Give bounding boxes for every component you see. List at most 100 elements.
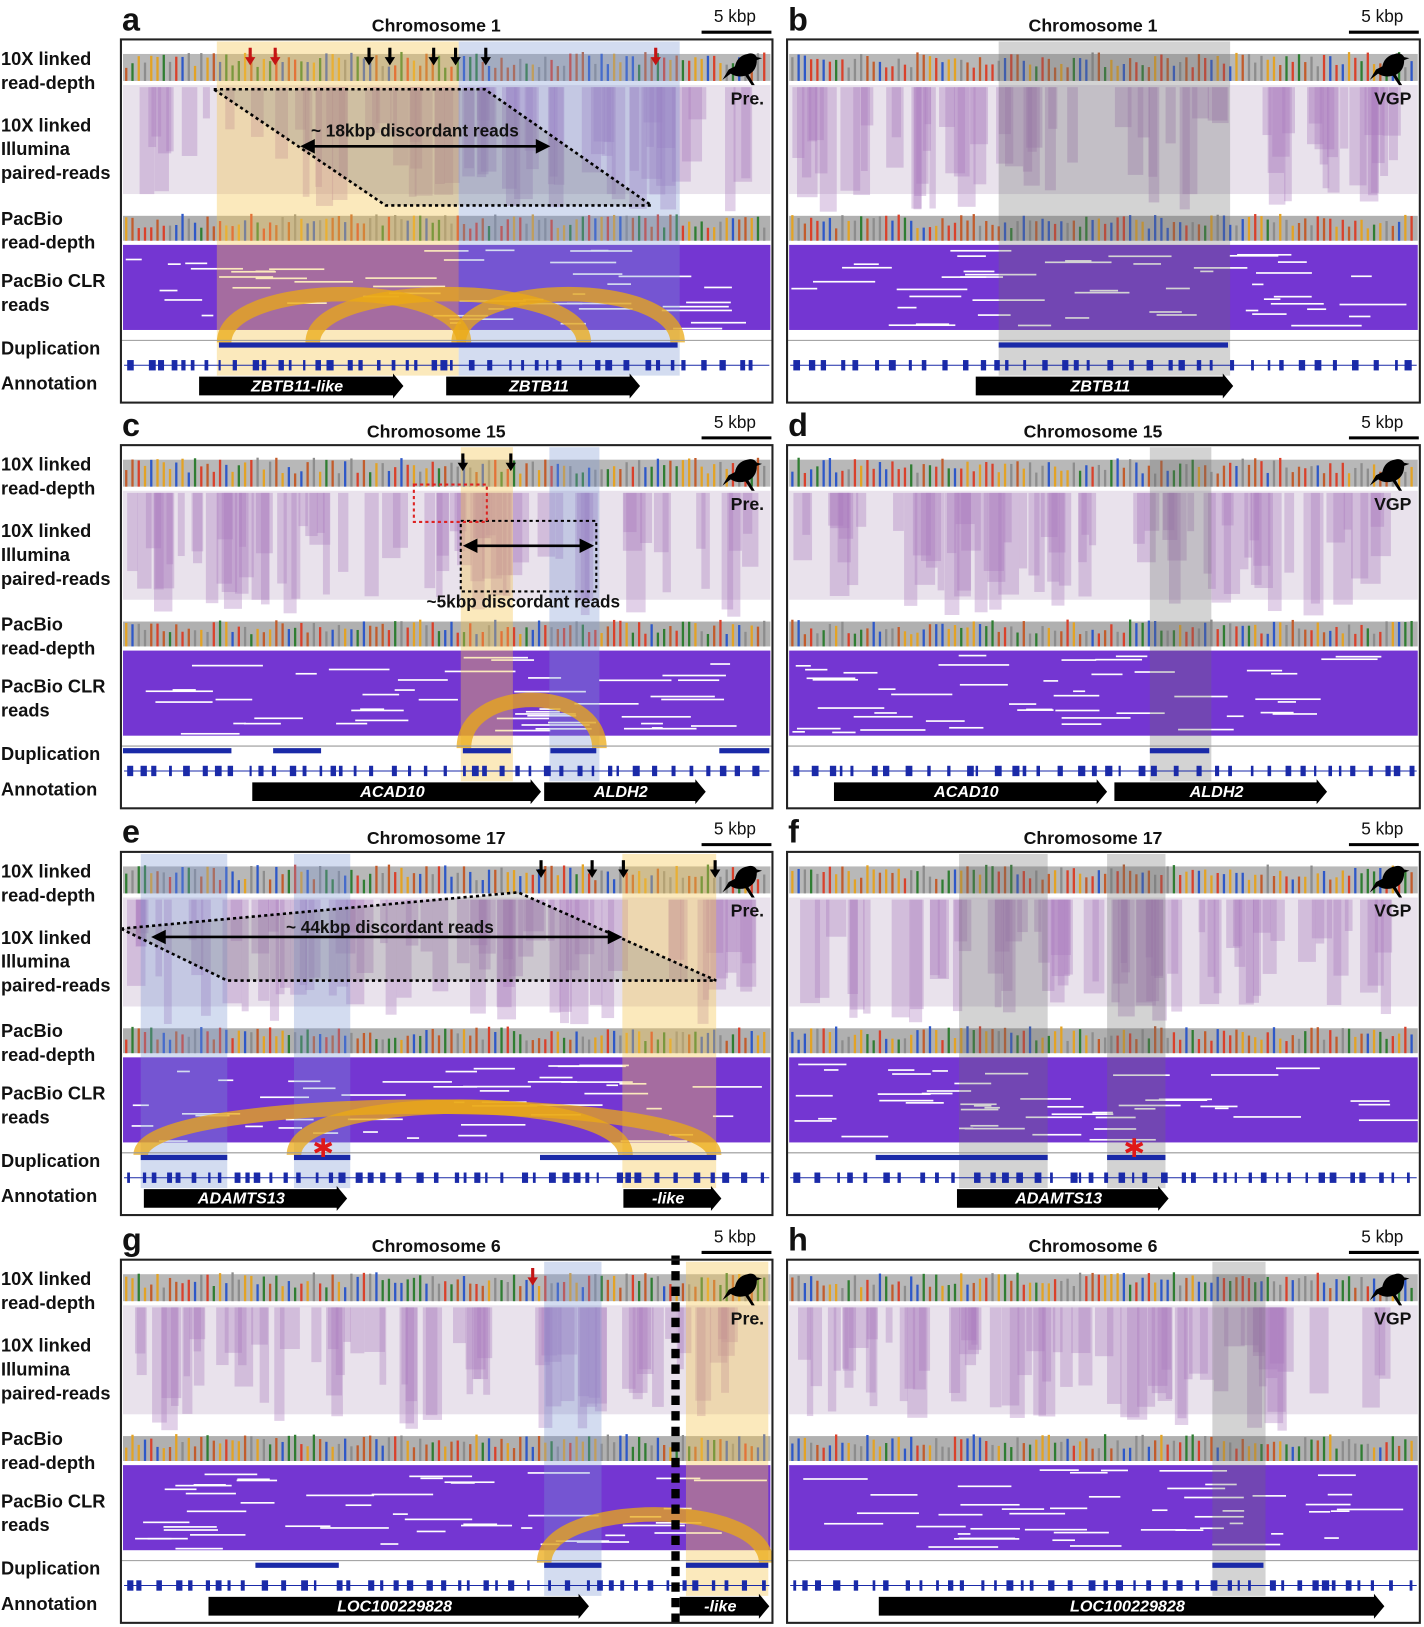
coverage-base (123, 1028, 771, 1054)
read-gap (877, 1093, 931, 1095)
coverage-bar (462, 224, 466, 241)
coverage-bar (681, 225, 685, 241)
coverage-bar (1341, 1028, 1344, 1054)
read-column (1121, 899, 1131, 973)
coverage-bar (1341, 219, 1344, 241)
read-column (601, 87, 613, 156)
duplication-arc (286, 1099, 633, 1157)
read-column (998, 87, 1011, 135)
coverage-bar (719, 1035, 722, 1054)
coverage-bar (181, 458, 184, 487)
exon (543, 765, 551, 777)
read-column (275, 899, 285, 995)
exon (647, 1580, 654, 1591)
coverage-bar (1404, 1278, 1407, 1302)
coverage-bar (1216, 473, 1219, 487)
read-column (1249, 492, 1260, 541)
coverage-bar (325, 1287, 328, 1302)
coverage-bar (362, 1032, 366, 1054)
coverage-bar (1135, 219, 1138, 241)
exon (215, 1580, 222, 1591)
coverage-bar (1354, 1443, 1357, 1461)
marker-head (618, 869, 629, 878)
coverage-bar (763, 620, 766, 647)
coverage-bar (456, 215, 459, 241)
coverage-bar (1229, 462, 1232, 487)
coverage-bar (237, 1030, 240, 1054)
coverage-bar (331, 1274, 334, 1302)
coverage-bar (835, 874, 838, 894)
exon (355, 1172, 363, 1183)
coverage-bar (531, 874, 534, 894)
read-gap (1088, 1495, 1121, 1498)
coverage-bar (1147, 1273, 1151, 1302)
coverage-bar (1028, 633, 1032, 647)
coverage-bar (809, 869, 813, 894)
coverage-bar (406, 464, 409, 487)
coverage-bar (225, 464, 228, 487)
coverage-bar (237, 626, 240, 647)
bird-icon (1369, 459, 1410, 491)
read-column (462, 87, 475, 177)
coverage-bar (797, 1039, 800, 1054)
coverage-bar (816, 1028, 819, 1054)
read-column (827, 1307, 837, 1412)
track-label: read-depth (1, 1045, 95, 1065)
read-gap (661, 698, 725, 701)
coverage-base (123, 459, 771, 487)
coverage-bar (612, 53, 616, 81)
coverage-bar (1410, 466, 1413, 487)
coverage-bar (941, 1040, 944, 1054)
coverage-bar (847, 469, 850, 487)
coverage-bar (143, 227, 147, 241)
read-gap (841, 1135, 889, 1138)
coverage-bar (1066, 1438, 1069, 1461)
read-column (590, 87, 605, 155)
read-gap (1194, 1515, 1244, 1518)
read-column (830, 492, 850, 529)
exon (227, 1580, 231, 1591)
read-column (904, 492, 918, 606)
read-gap (561, 1081, 633, 1083)
bird-icon (722, 865, 763, 898)
coverage-bar (1147, 1446, 1151, 1461)
read-gap (1008, 703, 1037, 705)
coverage-bar (506, 1443, 509, 1461)
coverage-bar (1279, 622, 1282, 647)
coverage-bar (866, 56, 869, 81)
coverage-bar (1360, 1033, 1363, 1054)
read-column (1174, 1307, 1189, 1425)
read-gap (345, 1504, 372, 1507)
duplication-arc (305, 286, 592, 344)
coverage-bar (444, 1028, 447, 1054)
coverage-bar (947, 1027, 950, 1054)
exon (905, 765, 913, 777)
coverage-bar (212, 622, 215, 647)
read-column (971, 1307, 978, 1345)
read-gap (1212, 1543, 1281, 1546)
coverage-bar (847, 633, 850, 647)
read-column (846, 492, 859, 586)
coverage-bar (885, 469, 888, 487)
read-column (1340, 87, 1349, 149)
read-column (653, 492, 669, 553)
read-column (810, 1307, 823, 1387)
exon (762, 1580, 766, 1591)
read-column (1001, 1307, 1020, 1406)
coverage-bar (1204, 1282, 1207, 1302)
coverage-bar (137, 1444, 140, 1461)
read-gap (796, 727, 841, 730)
read-gap (231, 270, 276, 273)
coverage-bar (631, 217, 635, 241)
coverage-bar (331, 217, 334, 241)
coverage-bar (978, 57, 982, 81)
read-gap (619, 1082, 647, 1085)
panel-title: Chromosome 1 (372, 16, 501, 36)
read-column (1051, 899, 1071, 977)
coverage-bar (569, 625, 572, 647)
coverage-bar (544, 459, 547, 487)
coverage-bar (1110, 1274, 1113, 1302)
read-column (652, 1307, 664, 1407)
panel-letter: g (122, 1222, 142, 1258)
